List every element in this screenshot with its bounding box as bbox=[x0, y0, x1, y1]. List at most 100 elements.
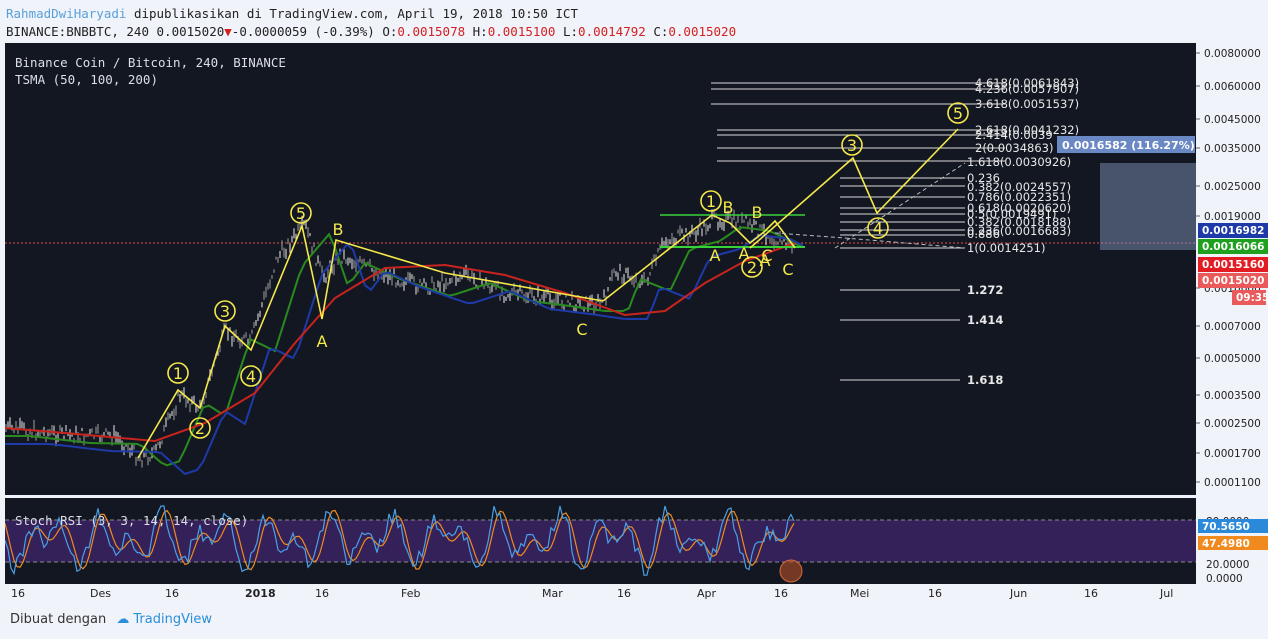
wave-label-circle bbox=[947, 102, 969, 124]
time-axis-label: 16 bbox=[774, 587, 788, 600]
price-chart-svg[interactable]: 4.618(0.0061843)4.236(0.0057907)3.618(0.… bbox=[4, 43, 1196, 495]
stoch-k-tag bbox=[1198, 519, 1268, 533]
fib-level-label: 1.272 bbox=[967, 283, 1003, 297]
ma-200-line bbox=[4, 242, 796, 443]
wave-label: 2 bbox=[747, 258, 757, 277]
wave-label: 1 bbox=[173, 364, 183, 383]
chart-header-line2: BINANCE:BNBBTC, 240 0.0015020 ▼-0.0000059… bbox=[6, 24, 737, 39]
price-label-tag bbox=[1232, 290, 1266, 305]
symbol-label: BINANCE:BNBBTC, 240 bbox=[6, 24, 149, 39]
stoch-k-line bbox=[4, 505, 795, 576]
price-chart-panel[interactable]: 4.618(0.0061843) 4.236(0.0057907) 3.618(0.… bbox=[4, 43, 1196, 495]
indicator-title: TSMA (50, 100, 200) bbox=[15, 72, 158, 87]
time-axis-label: 16 bbox=[315, 587, 329, 600]
fib-level-label: 0.382(0.0024557) bbox=[967, 180, 1071, 194]
trend-dashed-line bbox=[834, 162, 966, 249]
fib-level-label: 2.414(0.0039 bbox=[975, 128, 1053, 142]
time-axis-label: 16 bbox=[928, 587, 942, 600]
wave-label-circle bbox=[189, 417, 211, 439]
wave-label: 3 bbox=[220, 302, 230, 321]
wave-label: C bbox=[761, 246, 772, 265]
footer: Dibuat dengan ☁ TradingView bbox=[10, 612, 212, 627]
fib-level-label: 0.618(0.0020620) bbox=[967, 201, 1071, 215]
wave-label: A bbox=[317, 332, 328, 351]
wave-label-circle bbox=[867, 217, 889, 239]
time-axis-label: Mar bbox=[542, 587, 563, 600]
price-label-text: 09:35 bbox=[1236, 292, 1268, 304]
price-change: -0.0000059 (-0.39%) bbox=[231, 24, 375, 39]
fib-level-label: 1(0.0014251) bbox=[967, 241, 1045, 255]
price-axis-tick-label: 0.0003500 bbox=[1204, 390, 1261, 402]
price-label-tag bbox=[1198, 223, 1268, 238]
stoch-d-tag bbox=[1198, 536, 1268, 550]
projection-label-bg bbox=[1057, 136, 1195, 153]
price-axis-tick-label: 0.0060000 bbox=[1204, 81, 1261, 93]
wave-label-circle bbox=[240, 365, 262, 387]
time-axis-label: 16 bbox=[165, 587, 179, 600]
wave-label: 4 bbox=[246, 367, 256, 386]
wave-label: C bbox=[576, 320, 587, 339]
fib-level-label: 0.886 bbox=[967, 227, 1000, 241]
elliott-wave-path bbox=[137, 223, 604, 459]
author-name[interactable]: RahmadDwiHaryadi bbox=[6, 6, 127, 21]
price-label-text: 0.0016066 bbox=[1202, 241, 1264, 253]
price-axis-tick-label: 0.0080000 bbox=[1204, 48, 1261, 60]
stoch-d-value: 47.4980 bbox=[1202, 538, 1250, 550]
chart-title: Binance Coin / Bitcoin, 240, BINANCE bbox=[15, 55, 286, 70]
time-axis-label: Jul bbox=[1159, 587, 1173, 600]
time-axis[interactable]: 16 Des 16 2018 16 Feb Mar 16 Apr 16 Mei 16 Jun 16 Jul bbox=[5, 584, 1196, 604]
time-axis-label: Jun bbox=[1009, 587, 1027, 600]
tradingview-brand[interactable]: TradingView bbox=[133, 612, 212, 627]
chart-header-line1: RahmadDwiHaryadi dipublikasikan di Tradi… bbox=[6, 6, 578, 21]
wave-label: C bbox=[782, 260, 793, 279]
stoch-rsi-panel[interactable]: Stoch RSI (3, 3, 14, 14, close) bbox=[4, 498, 1196, 584]
trend-dashed-line bbox=[774, 232, 966, 249]
wave-label-circle bbox=[841, 134, 863, 156]
fib-level-label: 1.618 bbox=[967, 373, 1003, 387]
time-axis-label: Mei bbox=[850, 587, 869, 600]
wave-label-circle bbox=[214, 300, 236, 322]
wave-label: A bbox=[760, 251, 771, 270]
time-axis-label: 2018 bbox=[245, 587, 276, 600]
fib-level-label: 3.618(0.0051537) bbox=[975, 97, 1079, 111]
fib-level-label: 2(0.0034863) bbox=[975, 141, 1053, 155]
fib-level-label: 0.236(0.0016683) bbox=[967, 224, 1071, 238]
wave-label-circle bbox=[741, 256, 763, 278]
publish-info: dipublikasikan di TradingView.com, April… bbox=[133, 6, 578, 21]
wave-label: B bbox=[752, 203, 763, 222]
price-label-text: 0.0016982 bbox=[1202, 225, 1264, 237]
time-axis-label: 16 bbox=[617, 587, 631, 600]
open-value: 0.0015078 bbox=[397, 24, 466, 39]
price-label-text: 0.0015160 bbox=[1202, 259, 1264, 271]
price-axis-tick-label: 0.0005000 bbox=[1204, 353, 1261, 365]
price-label-tag bbox=[1198, 273, 1268, 288]
made-with-label: Dibuat dengan bbox=[10, 612, 107, 627]
tradingview-logo-icon[interactable]: ☁ bbox=[116, 612, 130, 627]
high-value: 0.0015100 bbox=[487, 24, 556, 39]
wave-label: A bbox=[739, 244, 750, 263]
ma-100-line bbox=[5, 234, 804, 476]
down-arrow-icon: ▼ bbox=[224, 24, 232, 39]
wave-label: 5 bbox=[296, 204, 306, 223]
time-axis-label: 16 bbox=[11, 587, 25, 600]
price-axis-tick-label: 0.0019000 bbox=[1204, 211, 1261, 223]
time-axis-label: Des bbox=[90, 587, 111, 600]
price-axis[interactable]: 0.0080000 0.0060000 0.0045000 0.0035000 0.00… bbox=[1196, 43, 1268, 585]
stoch-oversold-marker bbox=[779, 559, 803, 583]
fib-level-label: 1.618(0.0030926) bbox=[967, 155, 1071, 169]
fib-level-label: 4.618(0.0061843) bbox=[975, 76, 1079, 90]
price-axis-tick-label: 0.0025000 bbox=[1204, 181, 1261, 193]
time-axis-label: 16 bbox=[1084, 587, 1098, 600]
stoch-k-value: 70.5650 bbox=[1202, 521, 1250, 533]
price-axis-tick-label: 0.0045000 bbox=[1204, 114, 1261, 126]
wave-label: 4 bbox=[873, 219, 883, 238]
wave-label: B bbox=[333, 220, 344, 239]
close-value: 0.0015020 bbox=[668, 24, 737, 39]
stoch-axis-tick-label: 0.0000 bbox=[1206, 573, 1243, 584]
fib-level-label: 2.618(0.0041232) bbox=[975, 123, 1079, 137]
fib-level-label: 0.382(0.0018188) bbox=[967, 215, 1071, 229]
elliott-wave-path bbox=[749, 128, 959, 249]
wave-label: 2 bbox=[195, 419, 205, 438]
stoch-rsi-svg[interactable] bbox=[4, 498, 1196, 584]
